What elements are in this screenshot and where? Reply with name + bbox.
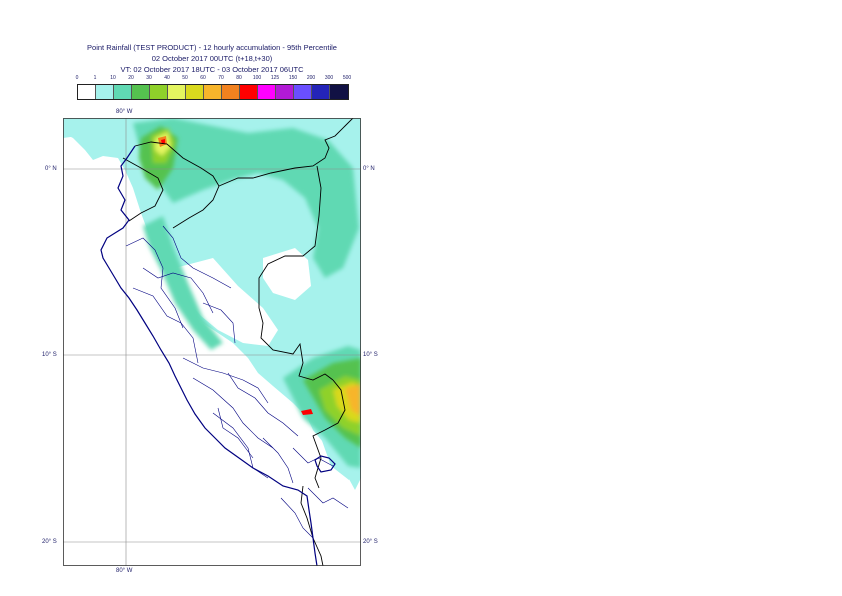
border-bolivia xyxy=(312,379,346,489)
legend-tick: 150 xyxy=(288,75,298,81)
border-colombia-brazil xyxy=(218,117,354,187)
region-boundary xyxy=(292,447,334,467)
latitude-label-left: 0° N xyxy=(45,166,57,172)
legend-swatch xyxy=(150,85,168,99)
region-boundary xyxy=(262,437,294,484)
legend-tick: 100 xyxy=(252,75,262,81)
legend-tick: 200 xyxy=(306,75,316,81)
longitude-label-top: 80° W xyxy=(116,109,133,115)
legend-tick: 30 xyxy=(146,75,152,81)
region-boundary xyxy=(182,357,269,404)
legend-tick: 500 xyxy=(342,75,352,81)
legend-tick: 60 xyxy=(200,75,206,81)
legend-swatch xyxy=(204,85,222,99)
border-chile-peru xyxy=(300,485,324,567)
legend-swatch xyxy=(78,85,96,99)
rain-area-10mm-north xyxy=(133,118,359,278)
legend-swatch xyxy=(222,85,240,99)
latitude-label-right: 20° S xyxy=(363,539,378,545)
region-boundary xyxy=(162,225,232,289)
map-frame xyxy=(63,118,361,566)
region-boundary xyxy=(202,302,236,344)
legend-tick: 300 xyxy=(324,75,334,81)
rain-area-60mm-southeast xyxy=(345,384,361,416)
color-scale-legend xyxy=(77,84,349,100)
rain-area-80mm-southeast xyxy=(301,409,313,415)
legend-swatch xyxy=(330,85,348,99)
pacific-coast xyxy=(100,145,318,567)
legend-swatch xyxy=(294,85,312,99)
legend-swatch xyxy=(114,85,132,99)
rainfall-map xyxy=(63,117,361,571)
region-boundary xyxy=(280,497,314,539)
rain-area-80mm-north xyxy=(161,139,165,144)
lake-titicaca xyxy=(314,455,336,473)
legend-tick: 70 xyxy=(218,75,224,81)
latitude-label-left: 20° S xyxy=(42,539,57,545)
legend-tick: 1 xyxy=(93,75,97,81)
legend-tick: 40 xyxy=(164,75,170,81)
legend-tick-labels: 0 1 10 20 30 40 50 60 70 80 100 125 150 … xyxy=(0,75,842,83)
region-boundary xyxy=(307,487,349,509)
legend-tick: 0 xyxy=(75,75,79,81)
longitude-label-bottom: 80° W xyxy=(116,568,133,574)
legend-swatch xyxy=(276,85,294,99)
legend-swatch xyxy=(258,85,276,99)
border-ecuador-peru xyxy=(122,157,164,222)
legend-tick: 50 xyxy=(182,75,188,81)
national-borders xyxy=(122,117,354,567)
rain-area-1mm-north xyxy=(63,118,135,143)
dry-area-sierra xyxy=(175,258,278,346)
region-boundary xyxy=(125,237,184,329)
legend-tick: 125 xyxy=(270,75,280,81)
legend-tick: 80 xyxy=(236,75,242,81)
border-peru-brazil xyxy=(258,165,334,381)
latitude-label-right: 0° N xyxy=(363,166,375,172)
region-boundary xyxy=(192,377,274,449)
rainfall-field xyxy=(63,118,361,490)
legend-swatch xyxy=(168,85,186,99)
coastline xyxy=(100,145,336,567)
legend-tick: 10 xyxy=(110,75,116,81)
region-boundary xyxy=(217,407,254,459)
run-date: 02 October 2017 00UTC (t+18,t+30) xyxy=(151,54,273,63)
admin-boundaries xyxy=(125,225,349,539)
rain-area-10mm-andes xyxy=(143,216,223,350)
legend-tick: 20 xyxy=(128,75,134,81)
validity-time: VT: 02 October 2017 18UTC - 03 October 2… xyxy=(120,65,304,74)
border-colombia-peru xyxy=(134,141,220,229)
legend-swatch xyxy=(312,85,330,99)
legend-swatch xyxy=(132,85,150,99)
region-boundary xyxy=(227,372,299,437)
region-boundary xyxy=(142,267,214,314)
legend-swatch xyxy=(240,85,258,99)
map-title: Point Rainfall (TEST PRODUCT) - 12 hourl… xyxy=(87,43,337,52)
legend-swatch xyxy=(96,85,114,99)
legend-swatch xyxy=(186,85,204,99)
latitude-label-left: 10° S xyxy=(42,352,57,358)
latitude-label-right: 10° S xyxy=(363,352,378,358)
region-boundary xyxy=(132,287,199,364)
graticule xyxy=(63,118,361,566)
